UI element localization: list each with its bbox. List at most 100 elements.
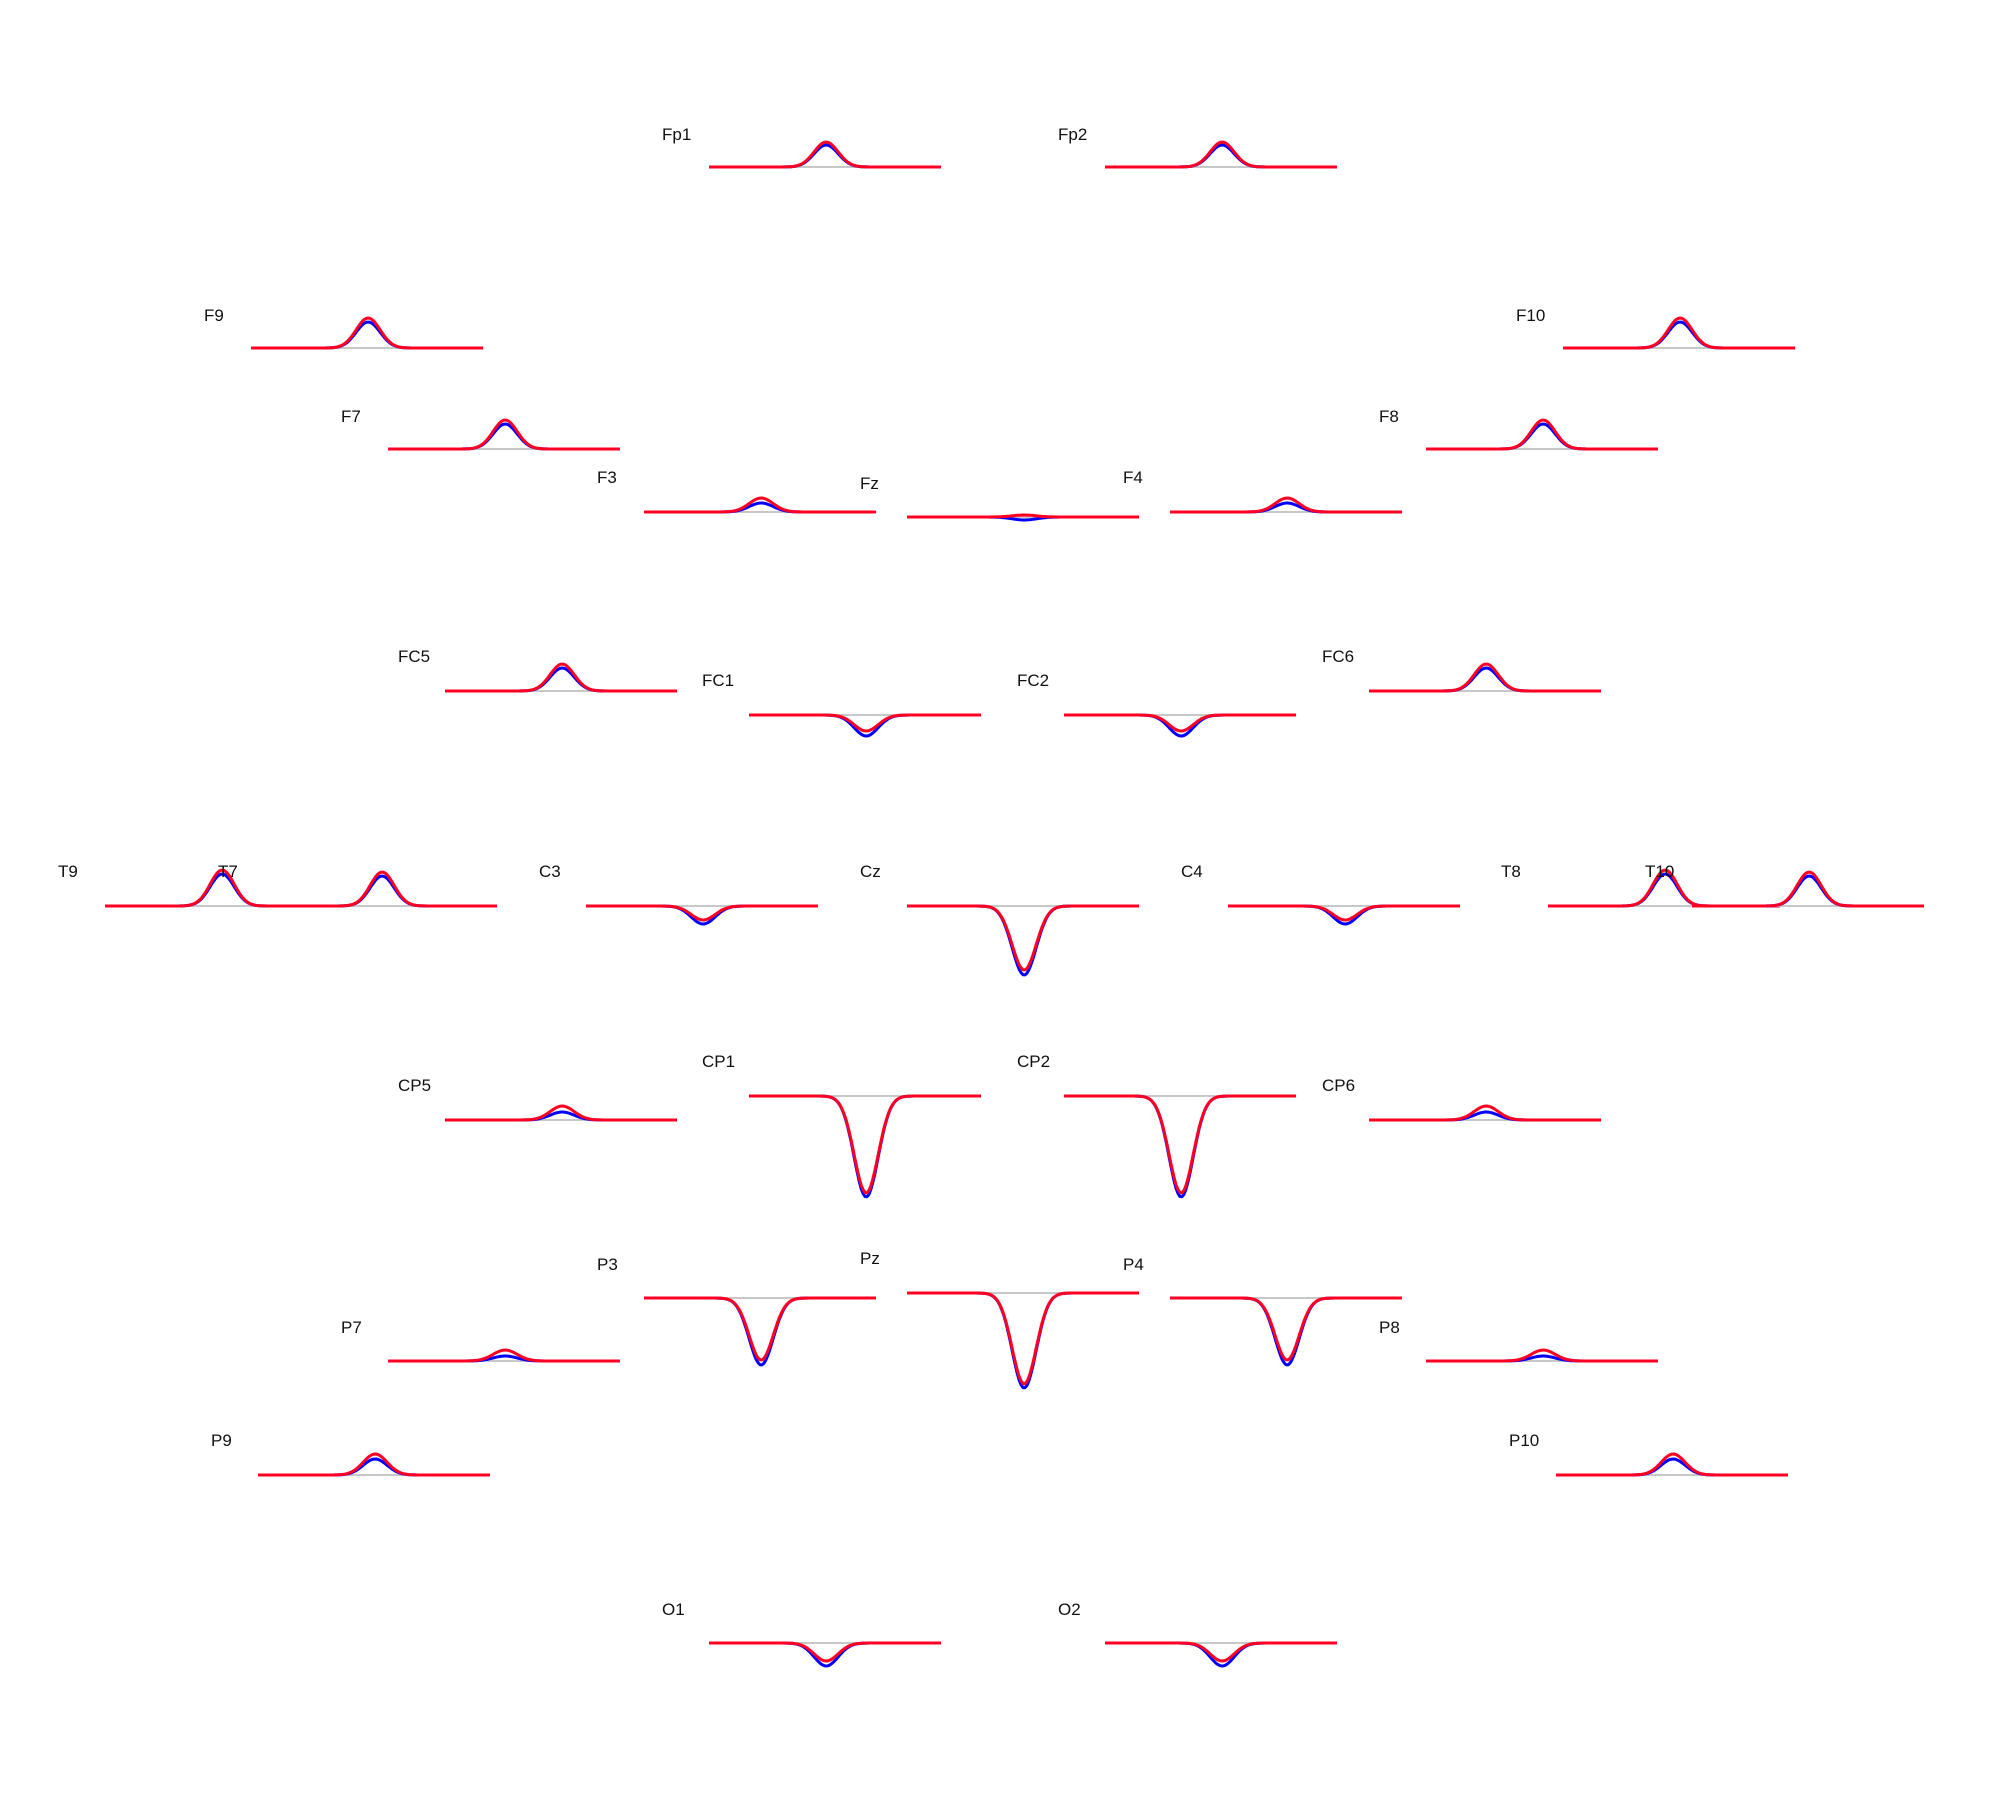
channel-t8: T8: [1501, 862, 1780, 908]
trace-series-b: [1105, 1641, 1337, 1663]
trace-series-b: [1170, 496, 1402, 514]
trace-series-a: [1105, 1641, 1337, 1668]
trace-series-b: [1556, 1452, 1788, 1477]
channel-p7: P7: [341, 1318, 620, 1363]
channel-f3: F3: [597, 468, 876, 514]
trace-series-a: [709, 143, 941, 169]
channel-label: P4: [1123, 1255, 1144, 1274]
channel-label: P7: [341, 1318, 362, 1337]
trace-series-a: [749, 713, 981, 738]
trace-series-b: [1426, 1348, 1658, 1363]
trace-series-a: [388, 422, 620, 451]
trace-series-b: [709, 140, 941, 169]
channel-label: T7: [218, 862, 238, 881]
channel-label: CP2: [1017, 1052, 1050, 1071]
trace-series-a: [644, 1296, 876, 1367]
channel-fc2: FC2: [1017, 671, 1296, 738]
channel-label: O2: [1058, 1600, 1081, 1619]
trace-series-b: [388, 1348, 620, 1363]
channel-fz: Fz: [860, 474, 1139, 522]
trace-series-a: [1064, 1094, 1296, 1199]
channel-label: C4: [1181, 862, 1203, 881]
trace-series-b: [1369, 662, 1601, 693]
channel-cp1: CP1: [702, 1052, 981, 1199]
channel-label: F10: [1516, 306, 1545, 325]
trace-series-b: [258, 1452, 490, 1477]
channel-pz: Pz: [860, 1249, 1139, 1390]
channel-p8: P8: [1379, 1318, 1658, 1363]
channel-label: O1: [662, 1600, 685, 1619]
channel-label: F4: [1123, 468, 1143, 487]
channel-label: FC6: [1322, 647, 1354, 666]
trace-series-a: [1369, 666, 1601, 693]
trace-series-a: [1426, 422, 1658, 451]
channel-label: F8: [1379, 407, 1399, 426]
channel-p9: P9: [211, 1431, 490, 1477]
channel-fp2: Fp2: [1058, 125, 1337, 169]
channel-fc5: FC5: [398, 647, 677, 693]
channel-label: P3: [597, 1255, 618, 1274]
trace-series-b: [1228, 904, 1460, 922]
channel-label: F9: [204, 306, 224, 325]
channel-label: T9: [58, 862, 78, 881]
channel-label: Cz: [860, 862, 881, 881]
channel-label: CP5: [398, 1076, 431, 1095]
channel-p4: P4: [1123, 1255, 1402, 1367]
trace-series-b: [586, 904, 818, 922]
channel-t9: T9: [58, 862, 337, 908]
channel-cp6: CP6: [1322, 1076, 1601, 1122]
channel-p10: P10: [1509, 1431, 1788, 1477]
trace-series-a: [907, 1291, 1139, 1390]
trace-series-b: [749, 1094, 981, 1195]
channel-p3: P3: [597, 1255, 876, 1367]
channel-c3: C3: [539, 862, 818, 926]
trace-series-a: [749, 1094, 981, 1199]
trace-series-a: [251, 320, 483, 350]
channel-cp5: CP5: [398, 1076, 677, 1122]
trace-series-b: [644, 1296, 876, 1362]
channel-label: CP6: [1322, 1076, 1355, 1095]
channel-fp1: Fp1: [662, 125, 941, 169]
channel-label: F7: [341, 407, 361, 426]
trace-series-a: [907, 904, 1139, 977]
trace-series-b: [1064, 1094, 1296, 1195]
trace-series-b: [907, 1291, 1139, 1386]
channel-f4: F4: [1123, 468, 1402, 514]
trace-series-b: [1426, 418, 1658, 451]
trace-series-b: [1170, 1296, 1402, 1362]
channel-t10: T10: [1645, 862, 1924, 908]
trace-series-a: [1064, 713, 1296, 738]
trace-series-b: [445, 662, 677, 693]
channel-label: Fp1: [662, 125, 691, 144]
trace-series-a: [1105, 143, 1337, 169]
channel-label: FC1: [702, 671, 734, 690]
channel-label: FC5: [398, 647, 430, 666]
channel-label: CP1: [702, 1052, 735, 1071]
trace-series-a: [1563, 320, 1795, 350]
channel-label: F3: [597, 468, 617, 487]
channel-f8: F8: [1379, 407, 1658, 451]
channel-f7: F7: [341, 407, 620, 451]
trace-series-a: [1556, 1457, 1788, 1477]
channel-label: Pz: [860, 1249, 880, 1268]
trace-series-b: [1563, 316, 1795, 350]
trace-series-b: [1064, 713, 1296, 733]
channel-label: C3: [539, 862, 561, 881]
channel-f9: F9: [204, 306, 483, 350]
channel-label: P8: [1379, 1318, 1400, 1337]
channel-f10: F10: [1516, 306, 1795, 350]
channel-label: P10: [1509, 1431, 1539, 1450]
trace-series-b: [1692, 870, 1924, 908]
channel-label: Fz: [860, 474, 879, 493]
channel-t7: T7: [218, 862, 497, 908]
trace-series-a: [709, 1641, 941, 1668]
trace-series-b: [644, 496, 876, 514]
channel-fc6: FC6: [1322, 647, 1601, 693]
channel-o1: O1: [662, 1600, 941, 1668]
channel-label: FC2: [1017, 671, 1049, 690]
channel-fc1: FC1: [702, 671, 981, 738]
trace-series-a: [1692, 874, 1924, 908]
trace-series-a: [265, 874, 497, 908]
trace-series-b: [265, 870, 497, 908]
